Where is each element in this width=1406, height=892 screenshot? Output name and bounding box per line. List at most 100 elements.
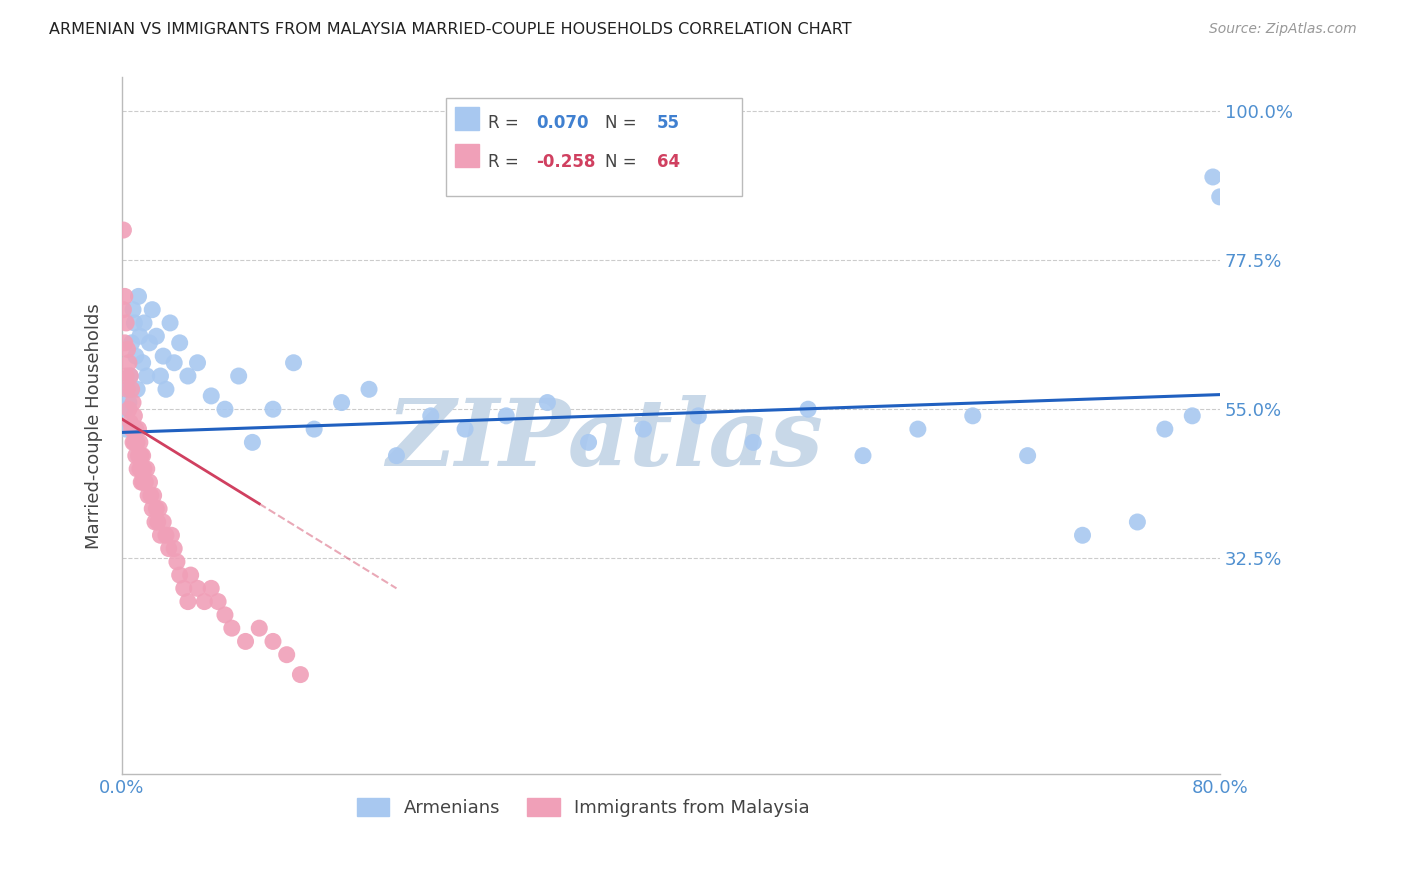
Point xyxy=(131,356,153,370)
Point xyxy=(228,369,250,384)
Point xyxy=(149,369,172,384)
Point xyxy=(152,515,174,529)
Point xyxy=(125,422,148,436)
Point xyxy=(177,369,200,384)
Point xyxy=(125,449,148,463)
Point xyxy=(235,634,257,648)
Point xyxy=(122,435,145,450)
Point xyxy=(149,528,172,542)
Point xyxy=(1202,169,1225,184)
Point xyxy=(907,422,929,436)
Point xyxy=(128,449,150,463)
Point xyxy=(141,501,163,516)
Point xyxy=(131,475,153,490)
Point xyxy=(132,462,155,476)
Point xyxy=(120,416,142,430)
Point xyxy=(112,223,135,237)
Text: 64: 64 xyxy=(657,153,679,170)
Point xyxy=(163,356,186,370)
Point xyxy=(578,435,600,450)
Point xyxy=(495,409,517,423)
Point xyxy=(127,462,149,476)
Point xyxy=(114,402,136,417)
Point xyxy=(139,488,162,502)
Point xyxy=(1181,409,1204,423)
Point xyxy=(138,335,160,350)
Point xyxy=(262,634,284,648)
Point xyxy=(221,621,243,635)
Point xyxy=(115,316,138,330)
Point xyxy=(115,369,138,384)
Text: 0.070: 0.070 xyxy=(536,113,588,132)
Point xyxy=(173,582,195,596)
Point xyxy=(128,462,150,476)
Point xyxy=(117,382,139,396)
Point xyxy=(124,316,146,330)
Text: N =: N = xyxy=(605,153,643,170)
Point xyxy=(142,488,165,502)
FancyBboxPatch shape xyxy=(446,98,742,196)
Point xyxy=(114,289,136,303)
Point xyxy=(169,335,191,350)
Point xyxy=(128,422,150,436)
Point xyxy=(186,356,208,370)
Point xyxy=(121,422,143,436)
Point xyxy=(180,568,202,582)
Point xyxy=(143,515,166,529)
Point xyxy=(118,395,141,409)
Text: R =: R = xyxy=(488,113,523,132)
Point xyxy=(1126,515,1149,529)
Point xyxy=(155,382,177,396)
Point xyxy=(122,302,145,317)
Point xyxy=(290,667,312,681)
Point xyxy=(214,402,236,417)
Point xyxy=(276,648,298,662)
Point xyxy=(742,435,765,450)
Point xyxy=(118,402,141,417)
Point xyxy=(186,582,208,596)
Point xyxy=(200,582,222,596)
Point xyxy=(138,475,160,490)
Point xyxy=(962,409,984,423)
Point xyxy=(125,349,148,363)
Point xyxy=(283,356,305,370)
Point xyxy=(114,335,136,350)
Point xyxy=(121,382,143,396)
Text: ARMENIAN VS IMMIGRANTS FROM MALAYSIA MARRIED-COUPLE HOUSEHOLDS CORRELATION CHART: ARMENIAN VS IMMIGRANTS FROM MALAYSIA MAR… xyxy=(49,22,852,37)
Point xyxy=(163,541,186,556)
Point xyxy=(160,528,183,542)
Point xyxy=(122,395,145,409)
Point xyxy=(357,382,380,396)
Bar xyxy=(454,107,479,129)
Point xyxy=(112,302,135,317)
Point xyxy=(247,621,270,635)
Point xyxy=(127,435,149,450)
Point xyxy=(124,409,146,423)
Point xyxy=(120,369,142,384)
Point xyxy=(633,422,655,436)
Point xyxy=(1209,190,1232,204)
Text: R =: R = xyxy=(488,153,523,170)
Point xyxy=(115,422,138,436)
Point xyxy=(1153,422,1175,436)
Text: -0.258: -0.258 xyxy=(536,153,595,170)
Point xyxy=(141,302,163,317)
Point xyxy=(193,594,215,608)
Text: Source: ZipAtlas.com: Source: ZipAtlas.com xyxy=(1209,22,1357,37)
Point xyxy=(117,382,139,396)
Point xyxy=(385,449,408,463)
Point xyxy=(124,435,146,450)
Point xyxy=(155,528,177,542)
Point xyxy=(132,316,155,330)
Text: 55: 55 xyxy=(657,113,679,132)
Point xyxy=(166,555,188,569)
Point xyxy=(797,402,820,417)
Point xyxy=(128,329,150,343)
Point xyxy=(454,422,477,436)
Point xyxy=(1017,449,1039,463)
Legend: Armenians, Immigrants from Malaysia: Armenians, Immigrants from Malaysia xyxy=(349,790,817,824)
Point xyxy=(118,356,141,370)
Point xyxy=(146,515,169,529)
Point xyxy=(688,409,710,423)
Point xyxy=(302,422,325,436)
